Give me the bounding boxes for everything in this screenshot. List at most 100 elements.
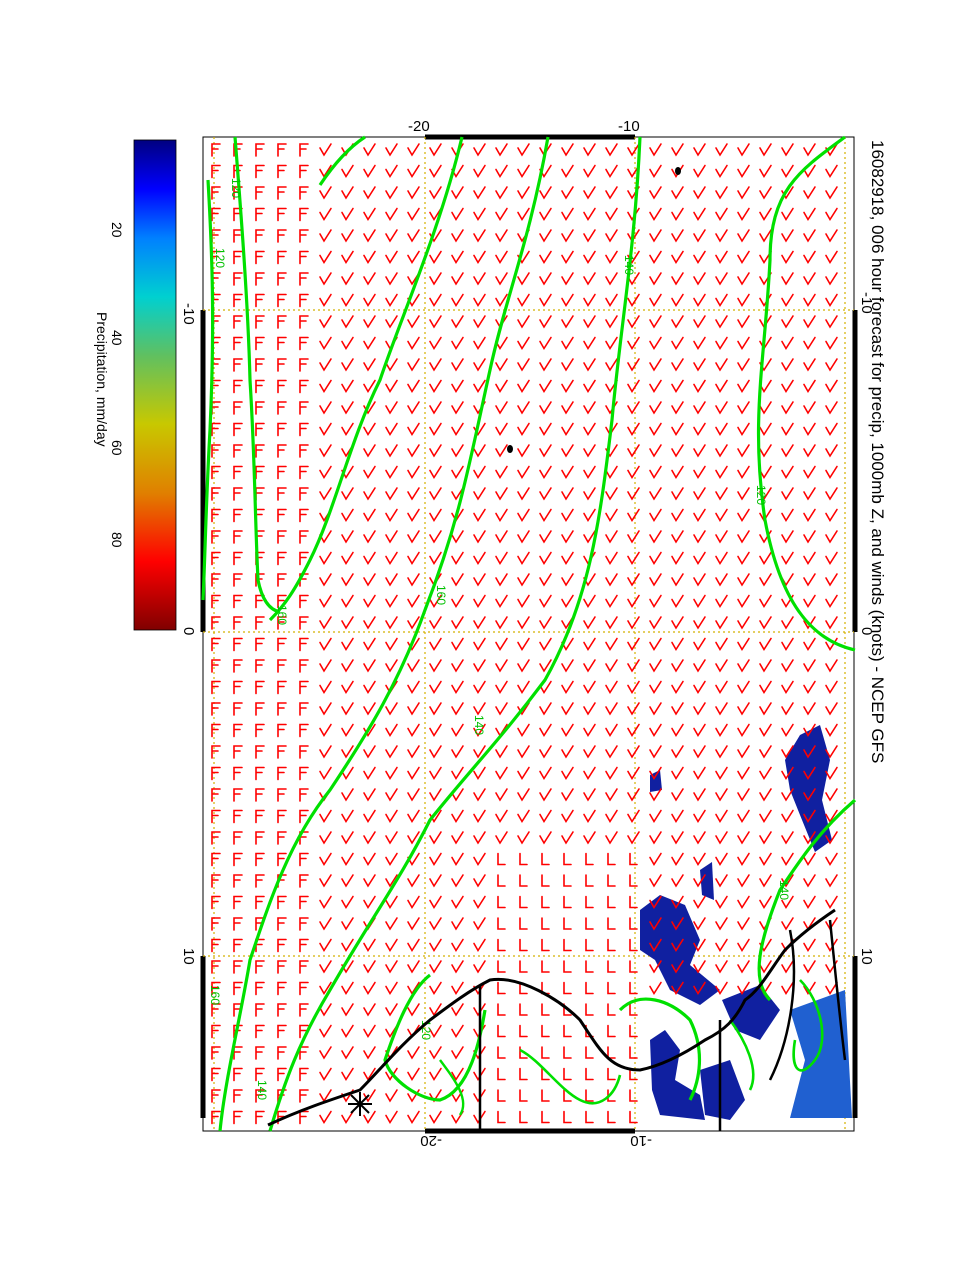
wind-barb <box>319 358 332 372</box>
wind-barb <box>539 315 552 329</box>
wind-barb <box>429 594 442 609</box>
wind-barb <box>363 831 376 845</box>
wind-barb <box>341 1003 354 1017</box>
wind-barb <box>497 1003 506 1016</box>
wind-barb <box>561 766 574 781</box>
wind-barb <box>451 530 464 544</box>
lat-tick-label-bottom-1: -20 <box>420 1132 442 1149</box>
wind-barb <box>629 874 638 887</box>
wind-barb <box>451 938 464 953</box>
wind-barb <box>671 229 684 243</box>
wind-barb <box>649 573 662 587</box>
wind-barb <box>299 702 309 716</box>
wind-barb <box>233 422 243 437</box>
wind-barb <box>627 508 640 523</box>
wind-barb <box>649 164 662 179</box>
wind-barb <box>497 917 506 930</box>
wind-barb <box>451 702 464 716</box>
wind-barb <box>583 207 596 222</box>
wind-barb <box>319 702 332 716</box>
wind-barb <box>233 659 243 673</box>
wind-barb <box>583 229 596 243</box>
wind-barb <box>319 573 332 587</box>
wind-barb <box>363 766 376 781</box>
wind-barb <box>693 164 706 179</box>
wind-barb <box>255 960 265 974</box>
wind-barb <box>605 831 618 845</box>
wind-barb <box>825 809 838 824</box>
wind-barb <box>495 250 508 265</box>
wind-barb <box>629 1067 638 1081</box>
wind-barb <box>561 143 574 157</box>
wind-barb <box>473 164 486 179</box>
wind-barb <box>451 1003 464 1017</box>
wind-barb <box>451 874 464 888</box>
wind-barb <box>605 637 618 652</box>
wind-barb <box>781 229 794 243</box>
wind-barb <box>233 960 243 974</box>
wind-barb <box>803 465 816 480</box>
wind-barb <box>341 293 354 308</box>
wind-barb <box>299 659 309 673</box>
wind-barb <box>233 272 243 286</box>
wind-barb <box>715 229 728 243</box>
wind-barb <box>759 444 772 458</box>
wind-barb <box>341 229 354 243</box>
wind-barb <box>539 680 552 695</box>
wind-barb <box>517 766 530 781</box>
wind-barb <box>451 594 464 609</box>
wind-barb <box>255 831 265 845</box>
wind-barb <box>319 186 332 200</box>
wind-barb <box>451 960 464 974</box>
wind-barb <box>649 250 662 265</box>
wind-barb <box>715 207 728 222</box>
wind-barb <box>211 745 221 759</box>
wind-barb <box>211 723 221 738</box>
wind-barb <box>607 1067 616 1081</box>
wind-barb <box>781 293 794 308</box>
wind-barb <box>649 788 662 802</box>
wind-barb <box>277 573 287 587</box>
wind-barb <box>671 379 684 394</box>
wind-barb <box>693 659 706 673</box>
wind-barb <box>319 637 332 652</box>
wind-barb <box>541 1110 550 1124</box>
wind-barb <box>277 745 287 759</box>
wind-barb <box>803 831 816 845</box>
wind-barb <box>585 1003 594 1016</box>
wind-barb <box>319 315 332 329</box>
wind-barb <box>517 551 530 566</box>
wind-barb <box>781 981 794 996</box>
wind-barb <box>363 379 376 394</box>
wind-barb <box>429 680 442 695</box>
wind-barb <box>517 831 530 845</box>
wind-barb <box>605 358 618 372</box>
wind-barb <box>715 336 728 351</box>
wind-barb <box>363 702 376 716</box>
wind-barb <box>781 960 794 974</box>
wind-barb <box>607 895 616 909</box>
wind-barb <box>737 293 750 308</box>
wind-barb <box>803 938 816 953</box>
wind-barb <box>277 508 287 523</box>
wind-barb <box>429 1003 442 1017</box>
wind-barb <box>341 250 354 265</box>
wind-barb <box>737 422 750 437</box>
wind-barb <box>451 315 464 329</box>
wind-barb <box>803 680 816 695</box>
wind-barb <box>429 272 442 286</box>
wind-barb <box>299 766 309 781</box>
wind-barb <box>583 831 596 845</box>
wind-barb <box>693 637 706 652</box>
wind-barb <box>629 1110 638 1124</box>
wind-barb <box>693 852 706 867</box>
wind-barb <box>451 831 464 845</box>
wind-barb <box>255 272 265 286</box>
wind-barb <box>451 1067 464 1082</box>
wind-barb <box>583 487 596 501</box>
wind-barb <box>671 336 684 351</box>
wind-barb <box>407 895 420 910</box>
wind-barb <box>671 874 684 888</box>
wind-barb <box>539 207 552 222</box>
wind-barb <box>407 809 420 824</box>
